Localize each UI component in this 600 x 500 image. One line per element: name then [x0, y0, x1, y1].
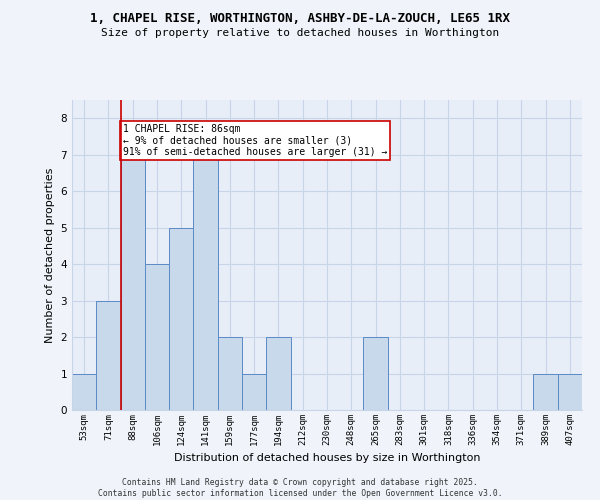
Bar: [533, 374, 558, 410]
Bar: [218, 337, 242, 410]
Bar: [145, 264, 169, 410]
Bar: [72, 374, 96, 410]
X-axis label: Distribution of detached houses by size in Worthington: Distribution of detached houses by size …: [174, 454, 480, 464]
Bar: [193, 154, 218, 410]
Bar: [242, 374, 266, 410]
Text: Size of property relative to detached houses in Worthington: Size of property relative to detached ho…: [101, 28, 499, 38]
Bar: [169, 228, 193, 410]
Text: Contains HM Land Registry data © Crown copyright and database right 2025.
Contai: Contains HM Land Registry data © Crown c…: [98, 478, 502, 498]
Bar: [121, 154, 145, 410]
Text: 1 CHAPEL RISE: 86sqm
← 9% of detached houses are smaller (3)
91% of semi-detache: 1 CHAPEL RISE: 86sqm ← 9% of detached ho…: [123, 124, 388, 157]
Bar: [96, 300, 121, 410]
Bar: [558, 374, 582, 410]
Bar: [266, 337, 290, 410]
Y-axis label: Number of detached properties: Number of detached properties: [45, 168, 55, 342]
Bar: [364, 337, 388, 410]
Text: 1, CHAPEL RISE, WORTHINGTON, ASHBY-DE-LA-ZOUCH, LE65 1RX: 1, CHAPEL RISE, WORTHINGTON, ASHBY-DE-LA…: [90, 12, 510, 26]
